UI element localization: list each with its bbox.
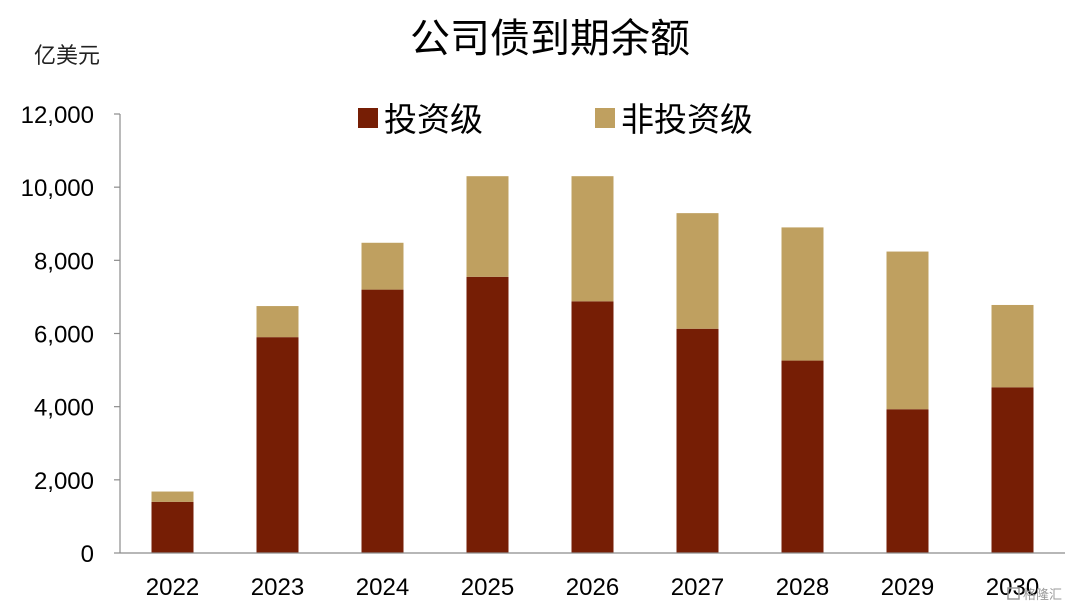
bar-investment-grade-2024 [361, 289, 404, 553]
legend-swatch-non-investment-grade [595, 108, 615, 128]
bar-non-investment-grade-2023 [256, 306, 299, 338]
y-tick-label: 2,000 [34, 468, 94, 495]
bar-non-investment-grade-2024 [361, 242, 404, 290]
bar-investment-grade-2025 [466, 276, 509, 553]
y-tick-label: 12,000 [21, 102, 94, 129]
y-tick-label: 6,000 [34, 322, 94, 349]
legend-label-investment-grade: 投资级 [384, 100, 483, 139]
bars [151, 176, 1034, 553]
y-tick-label: 0 [81, 541, 94, 568]
bar-investment-grade-2027 [676, 328, 719, 553]
bar-non-investment-grade-2022 [151, 491, 194, 502]
bar-non-investment-grade-2028 [781, 227, 824, 361]
x-tick-label: 2022 [146, 574, 199, 601]
bar-investment-grade-2029 [886, 409, 929, 553]
bar-investment-grade-2030 [991, 387, 1034, 553]
x-axis: 2022 2023 2024 2025 2026 2027 2028 2029 2030 [120, 552, 1065, 601]
x-tick-label: 2029 [881, 574, 934, 601]
x-tick-label: 2023 [251, 574, 304, 601]
legend-label-non-investment-grade: 非投资级 [621, 100, 753, 139]
legend: 投资级 非投资级 [358, 100, 753, 139]
watermark-logo-icon [1007, 587, 1020, 600]
bar-investment-grade-2023 [256, 337, 299, 553]
x-tick-label: 2027 [671, 574, 724, 601]
bar-non-investment-grade-2027 [676, 213, 719, 329]
bar-non-investment-grade-2030 [991, 304, 1034, 388]
y-axis: 0 2,000 4,000 6,000 8,000 10,000 12,000 [21, 102, 121, 568]
bar-non-investment-grade-2025 [466, 176, 509, 277]
bar-investment-grade-2028 [781, 360, 824, 553]
bar-investment-grade-2026 [571, 301, 614, 553]
y-tick-label: 4,000 [34, 395, 94, 422]
legend-swatch-investment-grade [358, 108, 378, 128]
watermark-text: 格隆汇 [1023, 587, 1062, 603]
bar-non-investment-grade-2029 [886, 251, 929, 410]
x-tick-label: 2024 [356, 574, 409, 601]
bar-investment-grade-2022 [151, 501, 194, 553]
x-tick-label: 2026 [566, 574, 619, 601]
y-axis-label: 亿美元 [34, 44, 100, 69]
bar-non-investment-grade-2026 [571, 176, 614, 302]
y-tick-label: 10,000 [21, 175, 94, 202]
chart-title: 公司债到期余额 [410, 16, 690, 62]
x-tick-label: 2028 [776, 574, 829, 601]
watermark: 格隆汇 [1007, 587, 1062, 603]
y-tick-label: 8,000 [34, 248, 94, 275]
x-tick-label: 2025 [461, 574, 514, 601]
